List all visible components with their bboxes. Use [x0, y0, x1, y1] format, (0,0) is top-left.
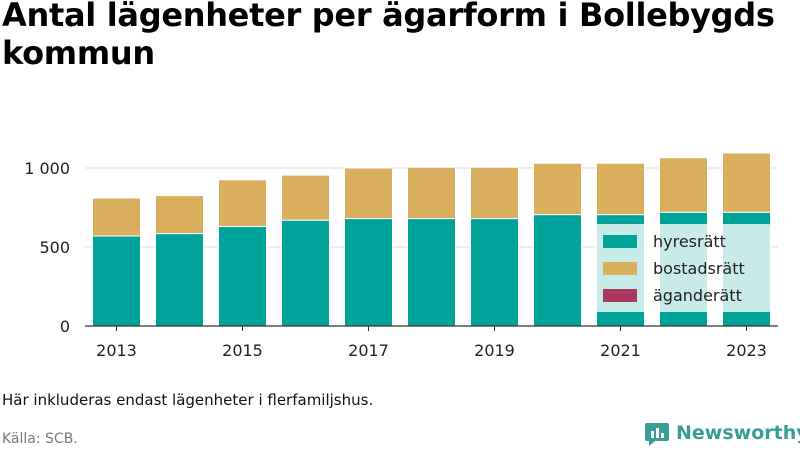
stacked-bar-chart: 0 500 1 000 2013 2015 2017 2019 2021 2023 hyres…	[24, 152, 778, 360]
bar-segment	[533, 214, 582, 327]
bar-segment	[407, 218, 456, 327]
bar-chart-logo-icon	[645, 423, 669, 446]
y-tick-label: 0	[60, 317, 70, 336]
chart-title: Antal lägenheter per ägarform i Bollebyg…	[2, 0, 775, 72]
bar-segment	[281, 219, 330, 327]
bar-segment	[344, 167, 393, 220]
chart-note: Här inkluderas endast lägenheter i flerf…	[2, 391, 374, 409]
bar-segment	[344, 218, 393, 327]
legend-label: bostadsrätt	[653, 259, 745, 278]
bar-segment	[407, 166, 456, 220]
bar-segment	[92, 197, 141, 237]
bar-segment	[722, 152, 771, 213]
bar-segment	[470, 218, 519, 327]
brand-name: Newsworthy	[676, 422, 800, 444]
legend-swatch	[603, 289, 637, 302]
legend-swatch	[603, 235, 637, 248]
x-tick-label: 2015	[222, 341, 263, 360]
legend-label: äganderätt	[653, 286, 742, 305]
x-tick-label: 2017	[348, 341, 389, 360]
bar-segment	[281, 174, 330, 221]
bar-segment	[155, 233, 204, 327]
bar-segment	[659, 157, 708, 213]
legend-box	[595, 224, 772, 312]
y-tick-label: 500	[39, 238, 70, 257]
bar-segment	[533, 162, 582, 216]
legend-swatch	[603, 262, 637, 275]
bar-segment	[155, 195, 204, 235]
x-tick-label: 2019	[474, 341, 515, 360]
legend: hyresrätt bostadsrätt äganderätt	[595, 224, 772, 312]
x-axis: 2013 2015 2017 2019 2021 2023	[85, 325, 778, 360]
newsworthy-logo[interactable]: Newsworthy	[644, 420, 800, 446]
bar-segment	[596, 162, 645, 216]
y-tick-label: 1 000	[24, 159, 70, 178]
bar-segment	[470, 166, 519, 220]
y-axis: 0 500 1 000	[24, 159, 70, 336]
x-tick-label: 2013	[96, 341, 137, 360]
bar-segment	[218, 225, 267, 327]
legend-label: hyresrätt	[653, 232, 726, 251]
bar-segment	[218, 179, 267, 227]
bar-segment	[92, 235, 141, 327]
x-tick-label: 2021	[600, 341, 641, 360]
source-text: Källa: SCB.	[2, 431, 78, 447]
x-tick-label: 2023	[726, 341, 767, 360]
